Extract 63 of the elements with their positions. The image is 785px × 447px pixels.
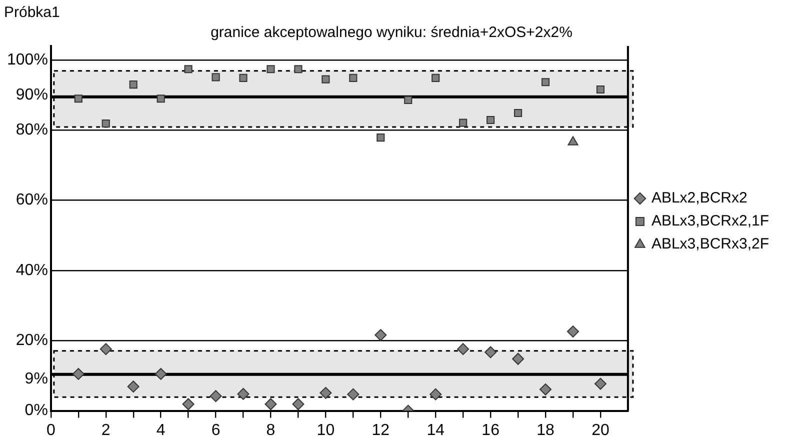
point: [512, 352, 524, 365]
y-tick-label: 60%: [16, 192, 48, 209]
point: [72, 368, 84, 380]
chart-subtitle: granice akceptowalnego wyniku: średnia+2xOS+2x2%: [210, 24, 572, 42]
point: [594, 378, 606, 390]
point: [74, 94, 82, 103]
point: [320, 386, 332, 399]
legend-label: ABLx3,BCRx3,2F: [651, 236, 769, 253]
x-tick-label: 4: [156, 422, 166, 439]
x-tick-label: 10: [316, 422, 335, 439]
point: [484, 346, 497, 358]
y-tick-label: 40%: [16, 262, 48, 279]
point: [266, 65, 275, 74]
point: [322, 75, 330, 84]
point: [457, 343, 470, 356]
point: [129, 80, 138, 89]
y-tick-label: 100%: [7, 51, 48, 68]
point: [404, 96, 412, 104]
point: [541, 78, 550, 86]
point: [184, 65, 192, 74]
legend-label: ABLx2,BCRx2: [651, 190, 748, 207]
x-tick-label: 12: [372, 422, 390, 439]
point: [294, 65, 302, 74]
point: [540, 383, 552, 396]
y-tick-label: 90%: [16, 86, 48, 104]
x-tick-label: 14: [426, 422, 445, 439]
point: [486, 116, 495, 124]
point: [102, 119, 110, 128]
point: [154, 368, 167, 380]
point: [264, 398, 277, 410]
y-tick-label: 0%: [24, 402, 48, 420]
point: [432, 74, 440, 82]
y-tick-label: 80%: [16, 122, 48, 139]
x-tick-label: 0: [46, 422, 56, 439]
point: [376, 134, 385, 142]
point: [568, 136, 578, 146]
x-tick-label: 6: [211, 422, 220, 439]
x-tick-label: 20: [592, 422, 610, 439]
point: [349, 74, 358, 82]
point: [239, 74, 248, 82]
point: [374, 329, 387, 342]
point: [210, 390, 222, 402]
point: [514, 108, 522, 118]
point: [237, 388, 250, 400]
point: [459, 118, 468, 127]
x-tick-label: 2: [101, 422, 110, 439]
point: [430, 388, 442, 400]
y-tick-label: 20%: [16, 332, 48, 350]
point: [212, 73, 220, 82]
point: [292, 398, 304, 410]
point: [127, 380, 140, 393]
point: [182, 398, 194, 410]
point: [100, 343, 112, 356]
point: [567, 326, 579, 338]
x-tick-label: 16: [482, 422, 500, 439]
y-tick-label: 9%: [24, 370, 48, 388]
point: [596, 85, 605, 94]
point: [347, 388, 360, 400]
chart-title: Próbka1: [4, 4, 60, 22]
x-tick-label: 8: [266, 422, 276, 439]
x-tick-label: 18: [536, 422, 555, 439]
legend-label: ABLx3,BCRx2,1F: [651, 212, 769, 230]
point: [156, 94, 165, 103]
